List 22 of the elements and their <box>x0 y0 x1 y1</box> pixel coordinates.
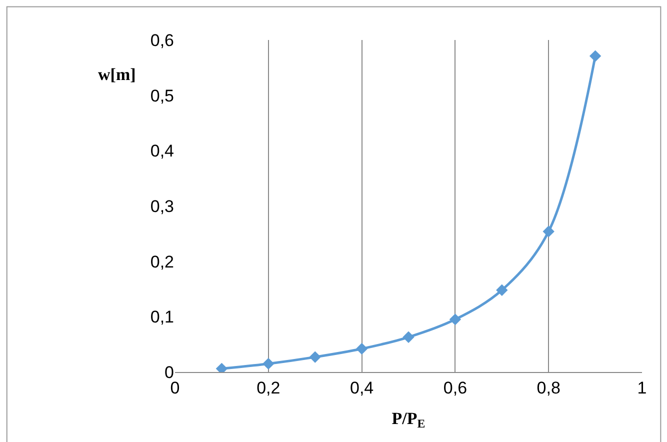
y-tick-label: 0 <box>164 362 174 382</box>
x-tick-label: 1 <box>637 378 647 398</box>
y-axis-title: w[m] <box>98 65 136 84</box>
point <box>402 331 414 343</box>
x-tick-label: 0,8 <box>536 378 560 398</box>
point <box>309 351 321 363</box>
y-tick-label: 0,1 <box>150 308 174 327</box>
y-tick-label: 0,3 <box>150 196 174 216</box>
x-tick-label: 0,4 <box>350 378 374 398</box>
y-tick-label: 0,4 <box>150 142 174 161</box>
point <box>542 226 554 238</box>
point <box>589 50 602 62</box>
y-tick-label: 0,5 <box>150 86 174 106</box>
x-tick-label: 0,2 <box>256 378 280 398</box>
y-tick-label: 0,6 <box>150 30 174 50</box>
x-axis-title: P/P$_{E}$ <box>392 408 426 430</box>
y-tick-label: 0,2 <box>150 252 174 272</box>
point <box>356 342 368 355</box>
point <box>496 284 508 296</box>
point <box>449 314 462 326</box>
x-tick-label: 0,6 <box>443 378 468 398</box>
point <box>262 358 274 370</box>
